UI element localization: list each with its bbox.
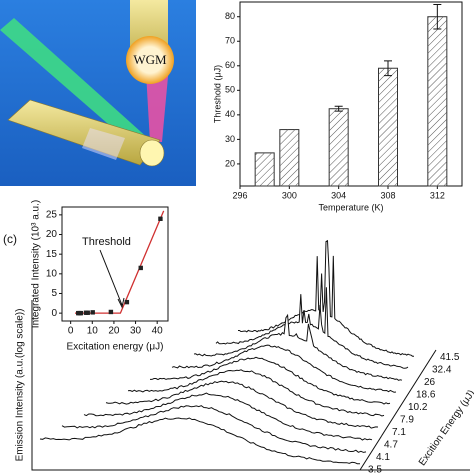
- bar-hatch: [279, 129, 299, 186]
- spectrum: [193, 313, 403, 381]
- x-tick-label: 304: [331, 190, 346, 200]
- y-tick-label: 60: [225, 60, 235, 70]
- data-point: [158, 216, 163, 221]
- y-tick-label: 25: [46, 210, 58, 221]
- y-tick-label: 70: [225, 36, 235, 46]
- z-tick-label: 10.2: [408, 402, 428, 413]
- z-tick-label: 3.5: [368, 465, 382, 474]
- y-tick-label: 40: [225, 109, 235, 119]
- bar-hatch: [329, 108, 349, 186]
- plot-frame: [239, 1, 463, 187]
- spectrum: [39, 417, 361, 465]
- y-tick-label: 30: [225, 134, 235, 144]
- panel-label: (c): [3, 232, 17, 246]
- x-tick-label: 40: [152, 326, 164, 337]
- z-tick-label: 4.1: [376, 452, 390, 463]
- bar-hatch: [378, 68, 398, 186]
- rod-end: [139, 139, 165, 167]
- rod-cavity: [82, 128, 125, 160]
- y-tick-label: 80: [225, 11, 235, 21]
- z-tick-label: 18.6: [416, 390, 436, 401]
- waterfall-y-label: Emission Intensity (a.u.(log scale)): [15, 309, 26, 462]
- x-tick-label: 296: [232, 190, 247, 200]
- bar-hatch: [255, 152, 275, 186]
- data-point: [85, 310, 90, 315]
- error-bar: [384, 60, 392, 77]
- z-tick-label: 41.5: [440, 352, 460, 363]
- y-axis-label: Threshold (μJ): [212, 65, 222, 123]
- wgm-label: WGM: [133, 52, 167, 67]
- data-point: [108, 309, 114, 315]
- y-axis-label: Integrated Intensity (10³ a.u.): [31, 200, 42, 328]
- x-tick-label: 308: [380, 190, 395, 200]
- illustration: WGM: [0, 0, 196, 186]
- x-tick-label: 10: [87, 326, 99, 337]
- x-tick-label: 20: [108, 326, 120, 337]
- plots: 296 300 304 308 31220304050607080Temperature…: [3, 1, 474, 474]
- y-tick-label: 0: [51, 308, 57, 319]
- x-tick-label: 30: [130, 326, 142, 337]
- error-bar: [433, 3, 442, 30]
- z-tick-label: 32.4: [432, 365, 452, 376]
- z-tick-label: 7.1: [392, 427, 406, 438]
- error-bar: [334, 105, 343, 112]
- wgm-glow: [126, 36, 174, 84]
- x-tick-label: 0: [68, 326, 74, 337]
- x-tick-label: 312: [430, 190, 445, 200]
- y-tick-label: 15: [46, 249, 58, 260]
- y-tick-label: 50: [225, 85, 235, 95]
- bar-hatch: [427, 16, 447, 186]
- annotation: Threshold: [82, 236, 131, 248]
- x-tick-label: 300: [282, 190, 297, 200]
- z-tick-label: 7.9: [400, 415, 414, 426]
- waterfall-axes: [31, 300, 470, 471]
- z-tick-label: 4.7: [384, 440, 398, 451]
- annotation-arrow: [99, 249, 125, 309]
- plot-frame: [61, 206, 169, 322]
- data-point: [78, 310, 84, 316]
- data-point: [124, 299, 130, 305]
- y-tick-label: 20: [46, 229, 58, 240]
- x-axis-label: Excitation energy (μJ): [67, 342, 164, 353]
- x-axis-label: Temperature (K): [318, 202, 383, 212]
- y-tick-label: 10: [46, 268, 58, 279]
- data-point: [138, 265, 143, 271]
- y-tick-label: 5: [51, 288, 57, 299]
- green-beam: [0, 18, 150, 150]
- data-point: [90, 310, 95, 315]
- fit-line: [74, 210, 165, 314]
- z-tick-label: 26: [424, 377, 436, 388]
- y-tick-label: 20: [225, 158, 235, 168]
